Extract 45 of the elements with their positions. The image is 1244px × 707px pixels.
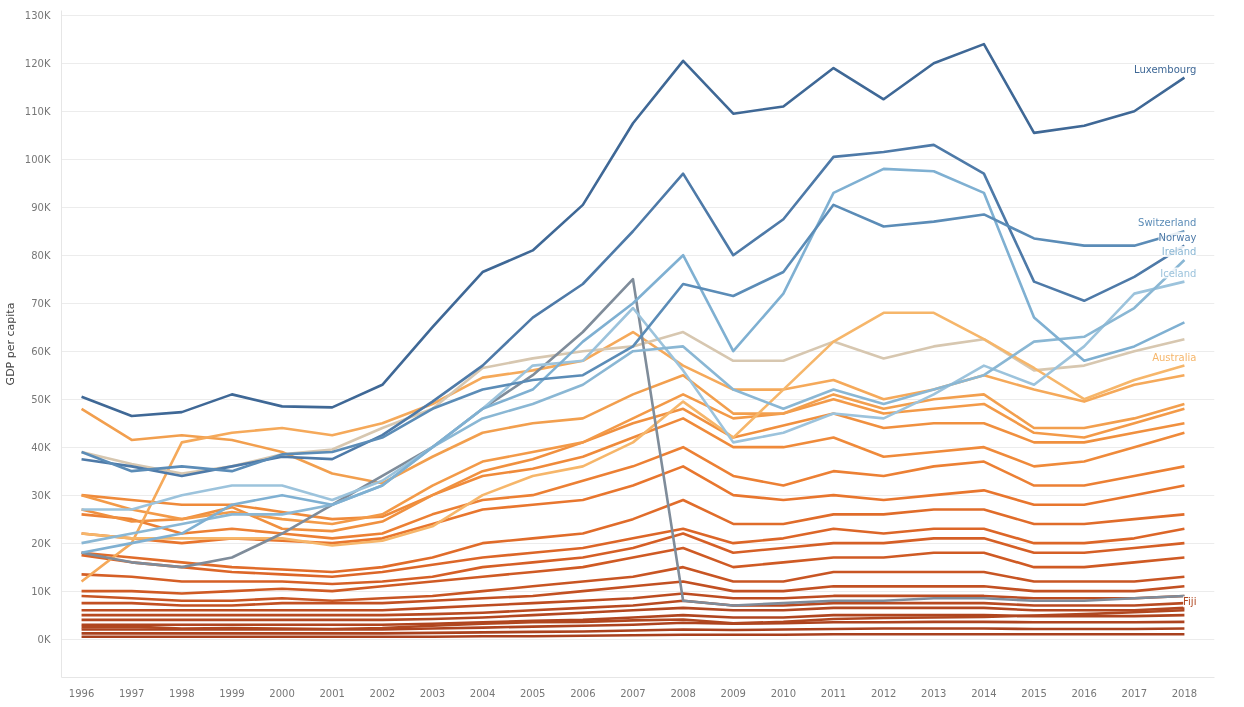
x-tick-label: 2017: [1121, 687, 1148, 699]
y-tick-label: 70K: [31, 297, 51, 309]
x-tick-label: 2011: [820, 687, 847, 699]
x-tick-label: 1998: [169, 687, 195, 699]
x-tick-label: 2005: [520, 687, 546, 699]
y-tick-label: 20K: [31, 537, 51, 549]
y-tick-label: 40K: [31, 441, 51, 453]
y-tick-label: 110K: [24, 105, 51, 117]
x-tick-label: 1997: [118, 687, 145, 699]
series-label: Ireland: [1161, 246, 1197, 258]
x-tick-label: 2014: [971, 687, 997, 699]
x-tick-label: 1996: [68, 687, 95, 699]
x-tick-label: 2012: [870, 687, 897, 699]
x-tick-label: 2010: [770, 687, 797, 699]
series-label: Australia: [1152, 351, 1197, 363]
y-tick-label: 130K: [24, 9, 51, 21]
x-tick-label: 2015: [1021, 687, 1047, 699]
y-tick-label: 90K: [31, 201, 51, 213]
x-tick-label: 2004: [469, 687, 496, 699]
x-tick-label: 2008: [670, 687, 696, 699]
y-tick-label: 30K: [31, 489, 51, 501]
series-label: Switzerland: [1138, 217, 1197, 229]
series-label: Iceland: [1160, 267, 1197, 279]
x-tick-label: 2003: [419, 687, 446, 699]
y-tick-label: 10K: [31, 585, 51, 597]
x-tick-label: 2006: [570, 687, 596, 699]
y-axis-title: GDP per capita: [3, 302, 17, 386]
series-label: Luxembourg: [1134, 63, 1197, 75]
y-tick-label: 80K: [31, 249, 51, 261]
x-tick-label: 2013: [921, 687, 947, 699]
x-tick-label: 2007: [620, 687, 646, 699]
y-tick-label: 50K: [31, 393, 51, 405]
x-tick-label: 2002: [369, 687, 396, 699]
y-tick-label: 60K: [31, 345, 51, 357]
y-tick-label: 120K: [24, 57, 51, 69]
x-tick-label: 1999: [219, 687, 245, 699]
series-label: Fiji: [1183, 596, 1197, 608]
series-label: Norway: [1158, 231, 1197, 243]
x-tick-label: 2009: [720, 687, 746, 699]
x-tick-label: 2000: [269, 687, 295, 699]
y-tick-label: 0K: [37, 633, 51, 645]
y-tick-label: 100K: [24, 153, 51, 165]
x-tick-label: 2016: [1071, 687, 1097, 699]
x-tick-label: 2001: [319, 687, 345, 699]
x-tick-label: 2018: [1171, 687, 1198, 699]
